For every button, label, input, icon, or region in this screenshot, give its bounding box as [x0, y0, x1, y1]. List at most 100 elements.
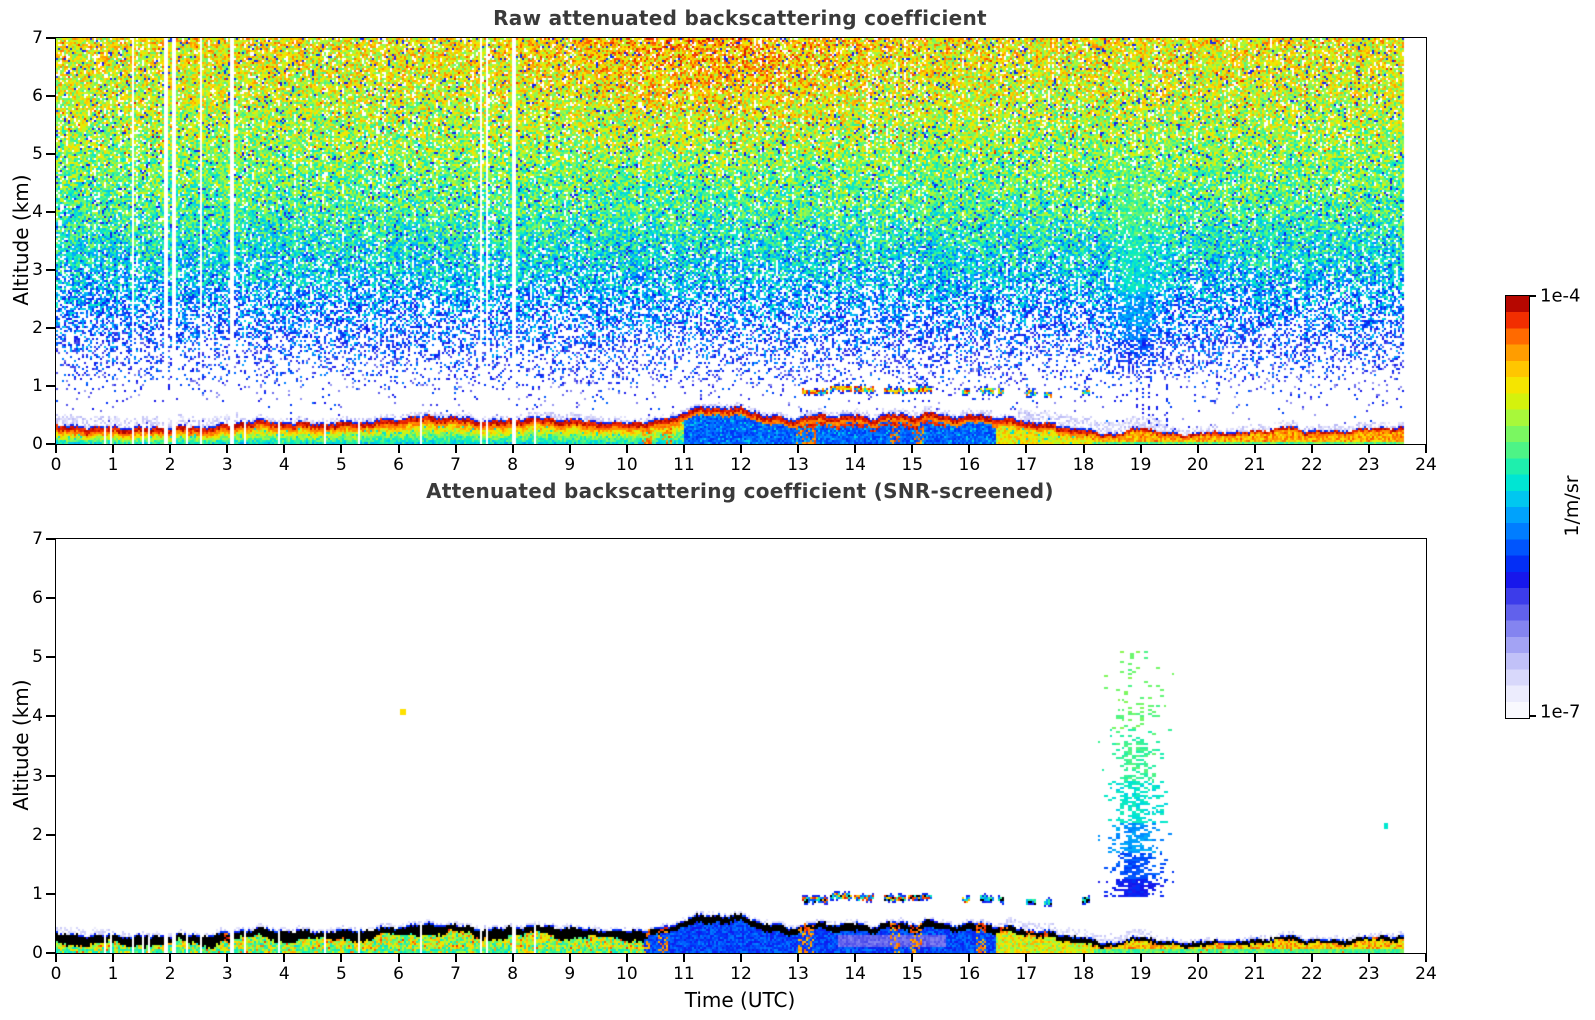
x-tick-label: 13 [787, 964, 809, 984]
x-tick-label: 18 [1072, 964, 1095, 984]
y-tick-label: 5 [32, 144, 43, 164]
x-tick [1253, 444, 1256, 453]
y-tick-label: 1 [32, 883, 43, 904]
colorbar-bottom-tick [1530, 715, 1536, 717]
x-tick-label: 20 [1186, 964, 1209, 984]
y-tick [46, 443, 55, 445]
x-tick-label: 3 [221, 455, 233, 475]
x-tick [1196, 444, 1199, 453]
y-tick-label: 5 [32, 647, 43, 668]
y-tick-label: 7 [32, 529, 43, 549]
y-tick-label: 7 [32, 28, 43, 48]
x-tick-label: 6 [393, 964, 404, 984]
x-tick [625, 444, 628, 453]
x-tick-label: 5 [335, 455, 347, 475]
x-tick [911, 444, 914, 453]
x-tick [625, 953, 628, 962]
colorbar-unit-label: 1/m/sr [1561, 475, 1583, 537]
x-tick [169, 953, 172, 962]
x-tick-label: 15 [901, 964, 924, 984]
x-tick [454, 953, 457, 962]
x-tick-label: 15 [901, 455, 924, 475]
y-tick [46, 385, 55, 387]
x-tick-label: 17 [1015, 964, 1038, 984]
x-tick-label: 20 [1186, 455, 1209, 475]
y-tick [46, 327, 55, 329]
y-tick [46, 538, 55, 540]
y-tick [46, 153, 55, 155]
y-tick-label: 0 [32, 434, 43, 454]
x-tick-label: 10 [616, 964, 638, 984]
x-tick [112, 444, 115, 453]
x-tick-label: 9 [564, 964, 576, 984]
y-tick-label: 6 [32, 86, 43, 106]
x-tick-label: 23 [1358, 455, 1380, 475]
panel1-plot-area: 0 1 2 3 4 5 6 7 8 9 10 11 12 13 14 15 16 17 18 19 20 21 22 23 24… [32, 28, 1437, 475]
x-tick [740, 444, 742, 453]
x-tick-label: 5 [335, 964, 347, 984]
x-tick-label: 9 [564, 455, 576, 475]
x-tick-label: 7 [450, 964, 461, 984]
x-tick-label: 4 [278, 964, 290, 984]
x-tick [1139, 444, 1142, 453]
x-tick-label: 16 [958, 964, 981, 984]
x-tick-label: 19 [1129, 964, 1152, 984]
y-tick-label: 3 [32, 260, 43, 280]
heatmap-canvas-raw [56, 38, 1426, 444]
y-tick [46, 892, 55, 895]
y-tick-label: 4 [32, 202, 43, 222]
x-tick-label: 14 [844, 964, 866, 984]
colorbar-top-tick [1530, 295, 1536, 297]
x-tick-label: 2 [164, 964, 176, 984]
y-tick [46, 774, 55, 777]
x-tick [568, 444, 571, 453]
y-tick-label: 2 [32, 824, 43, 845]
x-tick-label: 11 [673, 455, 695, 475]
x-tick [682, 953, 685, 962]
x-tick [283, 444, 286, 453]
x-tick-label: 16 [958, 455, 981, 475]
x-tick [968, 444, 971, 453]
x-tick [1082, 444, 1085, 453]
x-tick-label: 12 [730, 964, 752, 984]
y-tick-label: 1 [32, 376, 43, 396]
x-tick-label: 0 [50, 964, 62, 984]
x-tick [911, 953, 914, 962]
x-tick [454, 444, 457, 453]
x-tick-label: 8 [507, 964, 519, 984]
x-tick [1025, 444, 1028, 453]
colorbar [1505, 295, 1530, 719]
y-tick-label: 0 [32, 943, 43, 963]
x-tick-label: 21 [1243, 455, 1266, 475]
x-tick-label: 11 [673, 964, 695, 984]
x-tick-label: 24 [1415, 455, 1437, 475]
y-tick [46, 269, 55, 271]
x-tick [1082, 953, 1085, 962]
x-tick-label: 19 [1129, 455, 1152, 475]
x-tick [682, 444, 685, 453]
x-tick [568, 953, 571, 962]
x-tick-label: 12 [730, 455, 752, 475]
x-tick [511, 953, 514, 962]
x-tick-label: 2 [164, 455, 176, 475]
x-tick [797, 444, 800, 453]
x-tick [1310, 953, 1313, 962]
y-tick [46, 37, 55, 39]
y-tick-label: 3 [32, 765, 43, 786]
x-tick [1425, 444, 1427, 453]
x-tick-label: 21 [1243, 964, 1266, 984]
x-tick [1139, 953, 1142, 962]
x-tick [55, 444, 57, 453]
colorbar-max-label: 1e-4 [1540, 285, 1581, 307]
x-tick [55, 953, 57, 962]
x-tick [511, 444, 514, 453]
x-tick-label: 6 [393, 455, 404, 475]
x-tick [740, 953, 742, 962]
x-tick-label: 22 [1301, 964, 1323, 984]
x-tick-label: 13 [787, 455, 809, 475]
x-tick [169, 444, 172, 453]
x-tick [1253, 953, 1256, 962]
y-tick [46, 597, 55, 600]
panel2-plot-area: 0 1 2 3 4 5 6 7 8 9 10 11 12 13 14 15 16 17 18 19 20 21 22 23 24… [32, 529, 1437, 984]
